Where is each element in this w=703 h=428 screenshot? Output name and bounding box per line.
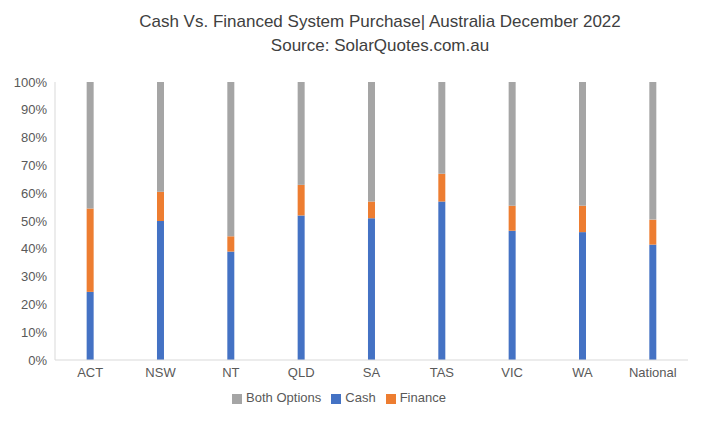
html-text:Both Options: Both Options bbox=[246, 390, 322, 405]
svg-text:TAS: TAS bbox=[430, 365, 455, 380]
svg-text:90%: 90% bbox=[21, 102, 47, 117]
svg-text:SA: SA bbox=[363, 365, 381, 380]
svg-text:100%: 100% bbox=[14, 75, 48, 90]
svg-text:70%: 70% bbox=[21, 158, 47, 173]
svg-text:20%: 20% bbox=[21, 297, 47, 312]
html-text:Finance: Finance bbox=[399, 390, 446, 405]
svg-text:10%: 10% bbox=[21, 325, 47, 340]
svg-text:0%: 0% bbox=[28, 353, 47, 368]
html-text:Source: SolarQuotes.com.au: Source: SolarQuotes.com.au bbox=[270, 36, 490, 55]
svg-text:NT: NT bbox=[222, 365, 239, 380]
svg-text:ACT: ACT bbox=[77, 365, 103, 380]
svg-text:30%: 30% bbox=[21, 269, 47, 284]
svg-text:QLD: QLD bbox=[288, 365, 315, 380]
svg-text:80%: 80% bbox=[21, 130, 47, 145]
svg-text:50%: 50% bbox=[21, 214, 47, 229]
svg-text:60%: 60% bbox=[21, 186, 47, 201]
svg-text:WA: WA bbox=[572, 365, 593, 380]
svg-text:National: National bbox=[629, 365, 677, 380]
html-text:Cash Vs. Financed System Purch: Cash Vs. Financed System Purchase| Austr… bbox=[139, 12, 621, 31]
svg-text:40%: 40% bbox=[21, 241, 47, 256]
svg-text:NSW: NSW bbox=[145, 365, 176, 380]
html-text:Cash: Cash bbox=[345, 390, 376, 405]
svg-text:VIC: VIC bbox=[501, 365, 523, 380]
